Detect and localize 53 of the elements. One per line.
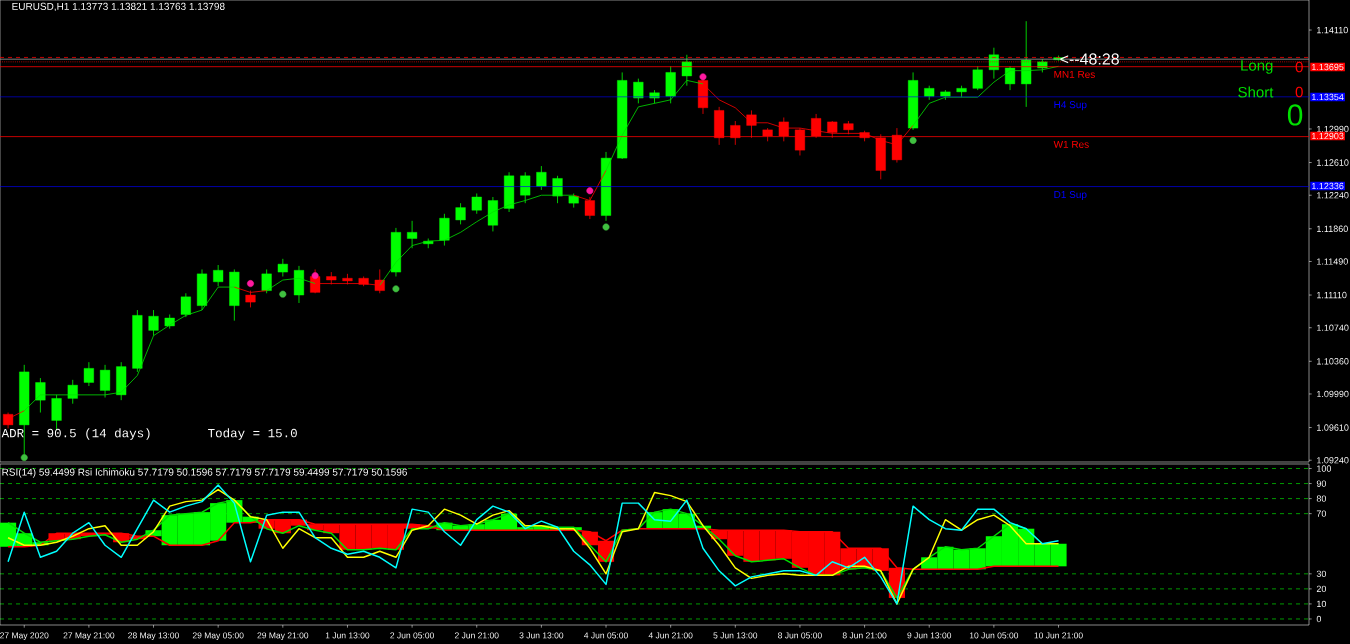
x-tick-label: 2 Jun 21:00 [454, 632, 499, 639]
x-tick-label: 5 Jun 13:00 [713, 632, 758, 639]
x-tick-label: 3 Jun 13:00 [519, 632, 564, 639]
y-tick-label: 70 [1316, 510, 1327, 517]
ref-line-label: W1 Res [1053, 140, 1089, 148]
y-tick-label: 1.09240 [1317, 457, 1349, 464]
ref-line-label: H4 Sup [1054, 101, 1087, 111]
annotation: Today = 15.0 [208, 428, 297, 440]
text: 1.12903 [1312, 132, 1344, 140]
x-tick-label: 10 Jun 21:00 [1034, 632, 1083, 639]
y-tick-label: 1.11110 [1317, 291, 1347, 299]
y-tick-label: 1.11490 [1317, 258, 1348, 265]
x-tick-label: 29 May 21:00 [257, 632, 309, 641]
y-tick-label: 100 [1317, 465, 1332, 472]
x-tick-label: 27 May 2020 [0, 632, 49, 641]
x-tick-label: 28 May 13:00 [128, 632, 179, 641]
y-tick-label: 1.14110 [1317, 26, 1348, 34]
y-tick-label: 20 [1316, 585, 1327, 593]
annotation: <--48:28 [1060, 53, 1119, 65]
annotation: 0 [1295, 86, 1303, 98]
y-tick-label: 90 [1316, 480, 1327, 487]
y-tick-label: 30 [1316, 570, 1327, 578]
y-tick-label: 80 [1316, 495, 1327, 502]
annotation: ADR = 90.5 (14 days) [1, 428, 150, 440]
x-tick-label: 8 Jun 05:00 [778, 632, 822, 639]
ref-line-label: D1 Sup [1054, 191, 1087, 201]
y-tick-label: 10 [1317, 600, 1327, 608]
y-tick-label: 0 [1316, 615, 1322, 623]
y-tick-label: 1.12990 [1317, 125, 1349, 133]
x-tick-label: 2 Jun 05:00 [390, 632, 434, 639]
chart-title: RSI(14) 59.4499 Rsi Ichimoku 57.7179 50.1596 57.7179 57.7179 59.4499 57.7179 50.1596 [2, 468, 407, 478]
y-tick-label: 1.11860 [1317, 225, 1348, 232]
y-tick-label: 1.10360 [1317, 358, 1349, 365]
x-tick-label: 10 Jun 05:00 [969, 632, 1019, 639]
x-tick-label: 4 Jun 21:00 [648, 632, 693, 639]
x-tick-label: 27 May 21:00 [63, 632, 115, 641]
text: 1.13354 [1312, 93, 1344, 101]
text: 1.12336 [1312, 182, 1344, 190]
chart-title: EURUSD,H1 1.13773 1.13821 1.13763 1.13798 [12, 2, 225, 12]
y-tick-label: 1.09610 [1317, 424, 1349, 431]
x-tick-label: 4 Jun 05:00 [583, 632, 628, 639]
x-tick-label: 29 May 05:00 [192, 632, 244, 641]
annotation: 0 [1287, 104, 1303, 126]
x-tick-label: 9 Jun 13:00 [907, 632, 952, 639]
x-tick-label: 8 Jun 21:00 [842, 632, 887, 639]
annotation: Short [1238, 86, 1274, 98]
ref-line-label: MN1 Res [1054, 70, 1095, 78]
x-tick-label: 1 Jun 13:00 [325, 632, 370, 639]
y-tick-label: 1.10740 [1317, 324, 1349, 331]
y-tick-label: 1.09990 [1317, 390, 1349, 398]
y-tick-label: 1.12240 [1317, 192, 1349, 199]
text: 1.13695 [1312, 63, 1344, 71]
y-tick-label: 1.12610 [1317, 159, 1349, 166]
